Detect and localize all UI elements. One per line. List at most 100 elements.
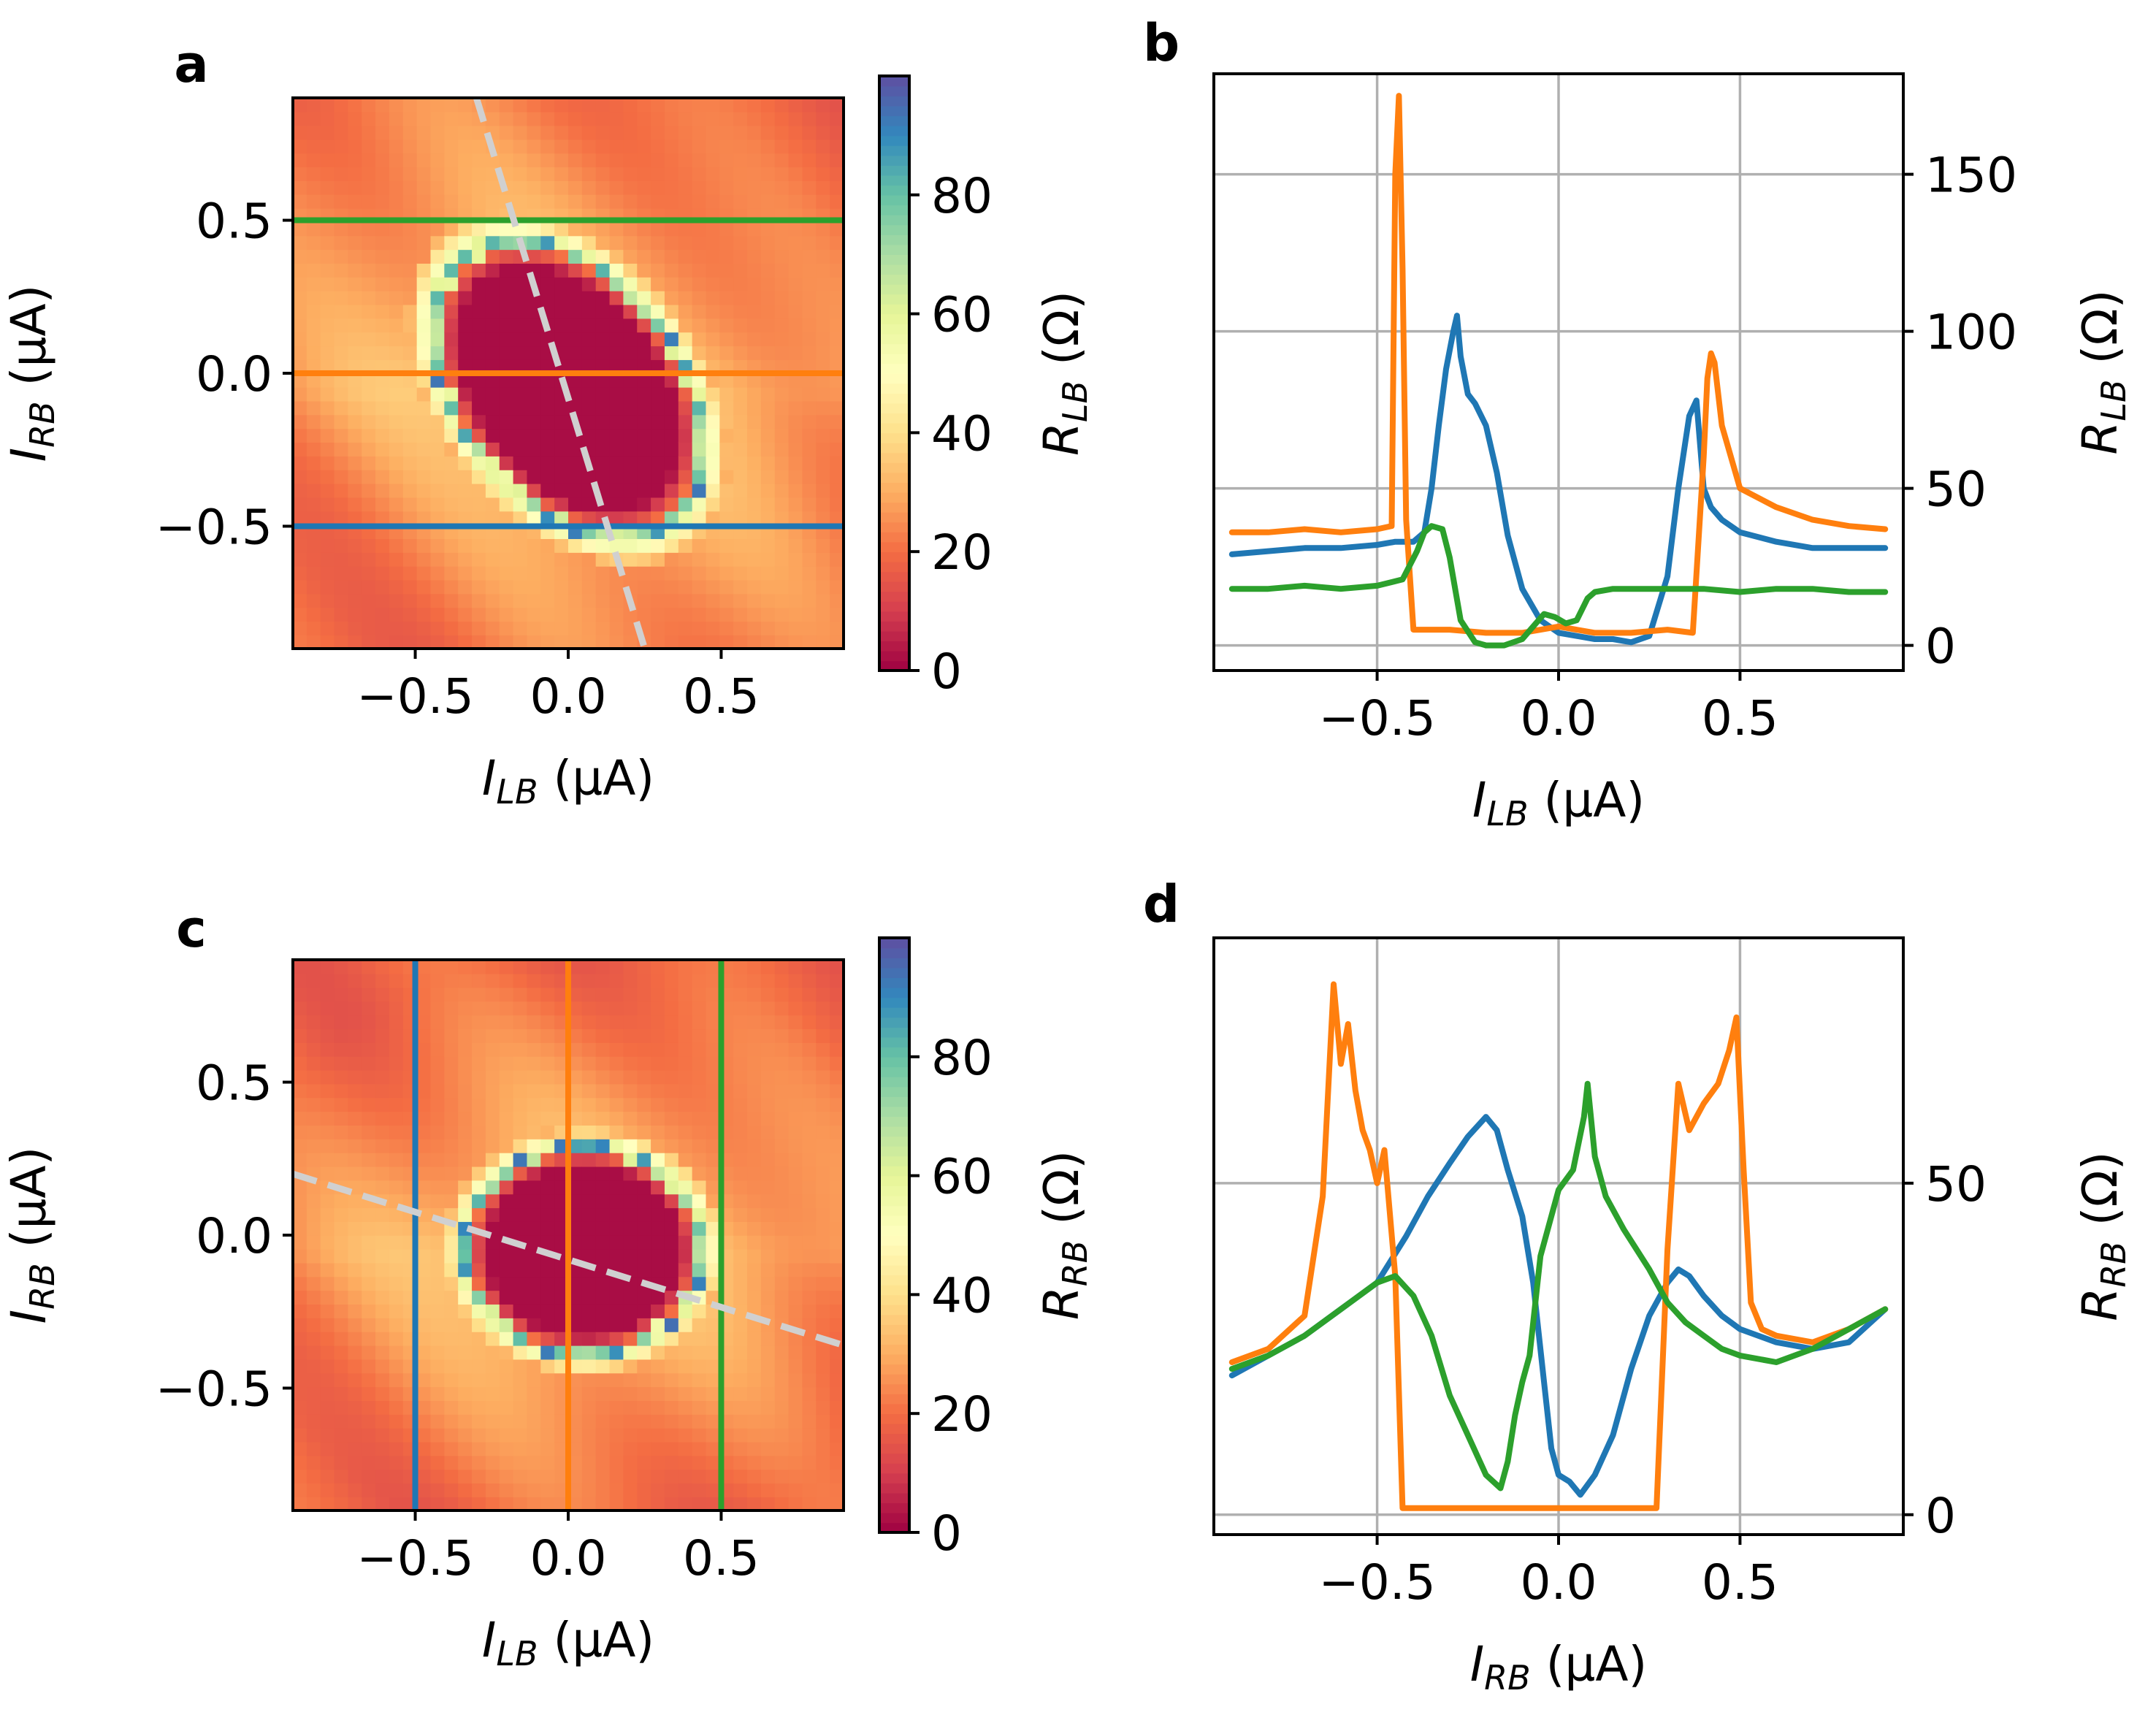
heatmap-cell [306,1345,321,1360]
heatmap-cell [816,1276,830,1291]
y-axis-label-unit: (µA) [1,285,57,402]
heatmap-cell [362,1152,376,1167]
heatmap-cell [444,1235,459,1250]
heatmap-cell [788,1221,803,1236]
heatmap-cell [293,1304,307,1318]
heatmap-cell [747,1152,762,1167]
heatmap-cell [609,1469,624,1484]
heatmap-cell [458,332,473,347]
heatmap-cell [719,359,734,374]
colorbar-segment [879,1255,909,1266]
heatmap-cell [747,1372,762,1388]
heatmap-cell [706,538,721,553]
heatmap-cell [458,1139,473,1153]
heatmap-cell [306,1331,321,1346]
heatmap-cell [609,1111,624,1126]
heatmap-cell [430,1221,446,1236]
heatmap-cell [389,304,404,319]
heatmap-cell [320,290,335,305]
heatmap-cell [348,332,363,347]
heatmap-cell [540,1166,555,1181]
heatmap-cell [774,1083,790,1099]
heatmap-cell [513,1400,528,1415]
heatmap-cell [678,579,693,595]
heatmap-cell [540,593,555,608]
heatmap-cell [733,1207,748,1222]
colorbar-label-symbol: R [1033,1286,1090,1320]
heatmap-cell [348,497,363,512]
heatmap-cell [416,552,432,567]
heatmap-cell [774,1055,790,1071]
heatmap-cell [816,635,830,649]
heatmap-cell [293,1235,307,1250]
x-axis-label-subscript: RB [1484,1658,1531,1697]
heatmap-cell [802,1042,817,1057]
heatmap-cell [595,565,611,581]
heatmap-cell [472,1248,486,1264]
heatmap-cell [747,1097,762,1112]
y-axis-label-subscript: RB [23,1263,62,1310]
heatmap-cell [747,1400,762,1415]
heatmap-cell [830,456,844,470]
heatmap-cell [774,290,790,305]
heatmap-cell [774,194,790,209]
heatmap-cell [416,180,432,195]
heatmap-cell [733,538,748,553]
colorbar-segment [879,383,909,394]
colorbar-segment [879,1304,909,1315]
heatmap-cell [692,1001,707,1016]
heatmap-cell [581,167,597,181]
heatmap-cell [499,1166,514,1181]
heatmap-cell [609,1001,624,1016]
heatmap-cell [637,987,651,1002]
heatmap-cell [609,1069,624,1085]
series-line-orange [1228,93,1889,636]
heatmap-cell [334,345,349,360]
heatmap-cell [719,98,734,112]
heatmap-cell [458,221,473,237]
colorbar-segment [879,492,909,503]
heatmap-cell [706,1359,721,1374]
heatmap-cell [719,249,734,264]
heatmap-cell [527,1318,542,1332]
heatmap-cell [362,483,376,498]
heatmap-cell [581,593,597,608]
heatmap-cell [581,1497,597,1510]
heatmap-cell [609,973,624,988]
heatmap-cell [802,1455,817,1470]
heatmap-cell [472,579,486,595]
heatmap-cell [581,565,597,581]
heatmap-cell [651,1083,665,1099]
heatmap-cell [320,1028,335,1043]
heatmap-cell [293,1331,307,1346]
heatmap-cell [362,1483,376,1497]
heatmap-cell [747,332,762,347]
heatmap-cell [416,1166,432,1181]
heatmap-cell [760,1455,776,1470]
heatmap-cell [802,1235,817,1250]
heatmap-cell [830,1028,844,1043]
heatmap-cell [375,304,390,319]
heatmap-cell [389,359,404,374]
heatmap-cell [375,373,390,388]
heatmap-cell [830,1400,844,1415]
heatmap-cell [320,1345,335,1360]
heatmap-cell [760,1042,776,1057]
heatmap-cell [678,277,693,291]
heatmap-cell [581,1400,597,1415]
heatmap-cell [719,167,734,181]
colorbar-tick-label: 60 [931,1149,993,1205]
heatmap-cell [651,635,665,649]
heatmap-cell [334,1028,349,1043]
heatmap-cell [293,593,307,608]
heatmap-cell [472,1400,486,1415]
heatmap-cell [678,1207,693,1222]
heatmap-cell [499,1469,514,1484]
heatmap-cell [774,469,790,484]
heatmap-cell [609,125,624,140]
heatmap-cell [788,1483,803,1497]
heatmap-cell [540,1386,555,1401]
heatmap-cell [595,1235,611,1250]
heatmap-cell [568,456,583,470]
heatmap-cell [362,511,376,526]
